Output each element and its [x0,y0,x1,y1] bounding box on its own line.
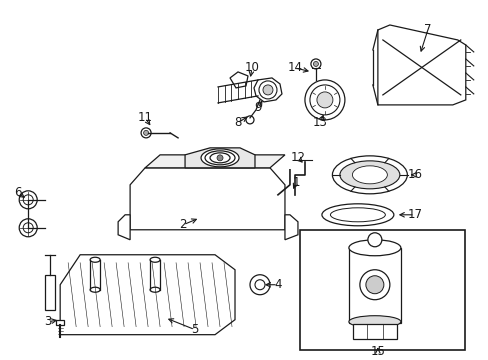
Polygon shape [285,215,297,240]
Polygon shape [184,148,254,168]
Text: 7: 7 [423,23,431,36]
Text: 4: 4 [274,278,281,291]
Ellipse shape [90,257,100,262]
Ellipse shape [365,276,383,294]
Circle shape [305,80,344,120]
Polygon shape [130,168,285,230]
Text: 11: 11 [137,111,152,125]
Circle shape [367,233,381,247]
Circle shape [19,191,37,209]
Polygon shape [60,255,235,335]
Circle shape [245,116,253,124]
Circle shape [141,128,151,138]
Text: 9: 9 [254,102,261,114]
Circle shape [259,81,276,99]
Ellipse shape [90,287,100,292]
Text: 6: 6 [15,186,22,199]
Ellipse shape [330,208,385,222]
Polygon shape [118,215,130,240]
Text: 3: 3 [44,315,52,328]
Text: 15: 15 [370,345,385,358]
Polygon shape [229,72,247,88]
Circle shape [313,62,318,67]
Ellipse shape [348,240,400,256]
Ellipse shape [150,257,160,262]
Ellipse shape [332,156,407,194]
Circle shape [310,59,320,69]
Ellipse shape [348,316,400,328]
Circle shape [19,219,37,237]
Ellipse shape [210,153,229,163]
Text: 14: 14 [287,62,302,75]
Ellipse shape [204,151,235,165]
Text: 2: 2 [179,218,186,231]
Bar [299,230,464,350]
Circle shape [143,130,148,135]
Ellipse shape [359,270,389,300]
Circle shape [309,85,339,115]
Text: 10: 10 [244,62,259,75]
Circle shape [254,280,264,290]
Bar [56,320,64,325]
Polygon shape [253,78,282,102]
Text: 8: 8 [234,116,241,129]
Bar [352,324,396,339]
Circle shape [316,92,332,108]
Ellipse shape [321,204,393,226]
Ellipse shape [201,149,239,167]
Ellipse shape [150,287,160,292]
Text: 12: 12 [290,151,305,165]
Polygon shape [377,25,465,105]
Text: 13: 13 [312,116,326,129]
Bar [348,248,400,323]
Text: 1: 1 [292,176,299,189]
Ellipse shape [352,166,386,184]
Circle shape [217,155,223,161]
Ellipse shape [339,161,399,189]
Circle shape [23,223,33,233]
Text: 16: 16 [407,168,422,181]
Circle shape [263,85,272,95]
Polygon shape [45,275,55,310]
Text: 5: 5 [191,323,198,336]
Circle shape [249,275,269,295]
Text: 17: 17 [407,208,422,221]
Circle shape [23,195,33,205]
Polygon shape [145,155,285,168]
